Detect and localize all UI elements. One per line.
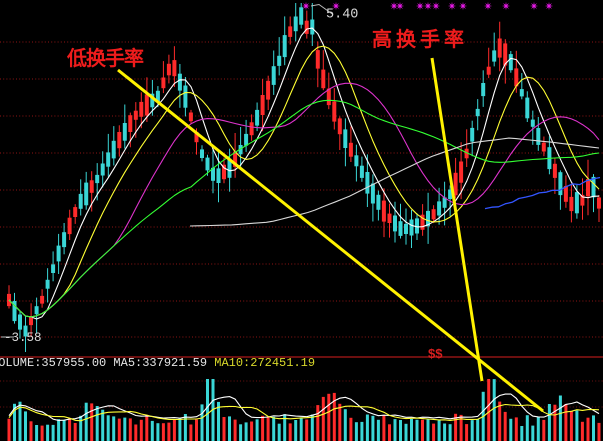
svg-text:$$: $$ — [428, 346, 443, 361]
svg-text:VOLUME:357955.00 MA5:337921.59: VOLUME:357955.00 MA5:337921.59 MA10:2724… — [0, 356, 315, 370]
svg-text:5.40: 5.40 — [326, 8, 358, 23]
svg-text:高换手率: 高换手率 — [372, 27, 468, 51]
svg-text:-3.58: -3.58 — [4, 331, 42, 345]
svg-text:低换手率: 低换手率 — [66, 46, 144, 70]
